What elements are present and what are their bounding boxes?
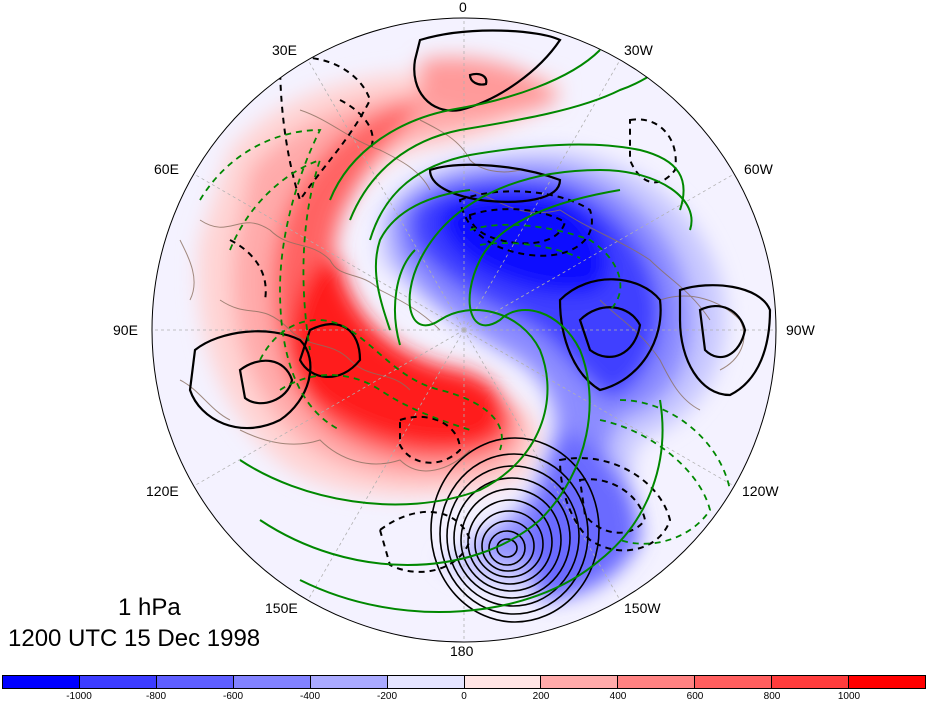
map-border bbox=[151, 17, 777, 643]
lon-label-0: 0 bbox=[459, 0, 467, 15]
pressure-level-title: 1 hPa bbox=[118, 594, 181, 621]
positive-contours bbox=[188, 29, 772, 430]
timestamp-title: 1200 UTC 15 Dec 1998 bbox=[8, 625, 261, 652]
colorbar-box bbox=[79, 676, 157, 688]
colorbar-box bbox=[541, 676, 619, 688]
colorbar-label: -400 bbox=[299, 691, 321, 702]
colorbar bbox=[2, 675, 926, 689]
colorbar-box bbox=[387, 676, 465, 688]
lon-label-90w: 90W bbox=[786, 322, 815, 338]
colorbar-box bbox=[618, 676, 696, 688]
colorbar-label: -600 bbox=[222, 691, 244, 702]
colorbar-label: 0 bbox=[461, 691, 467, 702]
colorbar-label: -800 bbox=[145, 691, 167, 702]
colorbar-box bbox=[310, 676, 388, 688]
lon-label-180: 180 bbox=[450, 643, 474, 659]
colorbar-label: 400 bbox=[609, 691, 627, 702]
lon-label-150w: 150W bbox=[624, 600, 661, 616]
colorbar-label: 800 bbox=[763, 691, 781, 702]
lon-label-60w: 60W bbox=[744, 161, 773, 177]
colorbar-label: 600 bbox=[686, 691, 704, 702]
colorbar-box bbox=[772, 676, 850, 688]
colorbar-box bbox=[233, 676, 311, 688]
colorbar-box bbox=[464, 676, 542, 688]
negative-anomaly-shading bbox=[380, 150, 726, 600]
lon-label-120w: 120W bbox=[742, 483, 779, 499]
colorbar-label: 1000 bbox=[837, 691, 861, 702]
lon-label-30e: 30E bbox=[272, 42, 297, 58]
colorbar-label: -1000 bbox=[66, 691, 92, 702]
colorbar-box bbox=[695, 676, 773, 688]
lon-label-120e: 120E bbox=[146, 483, 179, 499]
colorbar-label: 200 bbox=[532, 691, 550, 702]
colorbar-box bbox=[156, 676, 234, 688]
lon-label-30w: 30W bbox=[624, 42, 653, 58]
colorbar-label: -200 bbox=[376, 691, 398, 702]
lon-label-150e: 150E bbox=[265, 600, 298, 616]
polar-stereographic-map bbox=[151, 17, 777, 643]
bottom-contour-cluster bbox=[430, 437, 600, 623]
colorbar-box bbox=[3, 676, 80, 688]
green-dashed-contours bbox=[199, 129, 731, 545]
lon-label-90e: 90E bbox=[113, 322, 138, 338]
lon-label-60e: 60E bbox=[154, 161, 179, 177]
colorbar-box bbox=[849, 676, 926, 688]
